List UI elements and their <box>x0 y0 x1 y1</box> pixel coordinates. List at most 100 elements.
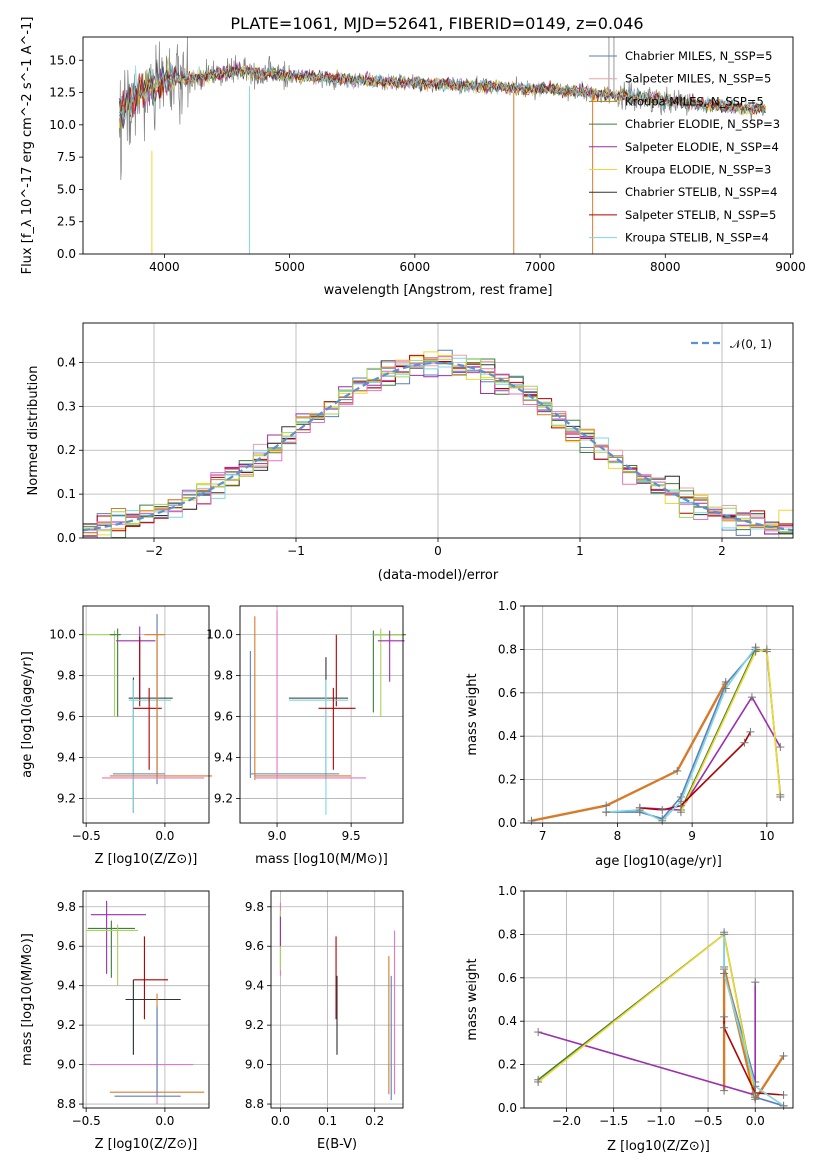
spectrum-title: PLATE=1061, MJD=52641, FIBERID=0149, z=0… <box>230 14 643 33</box>
x-tick-label: 9000 <box>775 260 806 274</box>
y-tick-label: 9.0 <box>57 1058 76 1072</box>
y-tick-label: 0.4 <box>498 1014 517 1028</box>
weight-series-line <box>537 932 756 1096</box>
y-tick-label: 0.2 <box>498 1058 517 1072</box>
y-tick-label: 0.8 <box>498 927 517 941</box>
spectrum-panel: 4000 5000 6000 7000 8000 9000 0.0 2.5 5.0 7.5 10.0… <box>20 17 806 298</box>
y-tick-label: 5.0 <box>57 182 76 196</box>
x-tick-label: 9.0 <box>267 829 286 843</box>
legend-label: Chabrier ELODIE, N_SSP=3 <box>625 117 780 131</box>
weight-series-line <box>537 932 756 1098</box>
hist-lines <box>83 349 793 538</box>
x-tick-label: 0.0 <box>746 1114 765 1128</box>
x-tick-label: 9 <box>688 829 696 843</box>
x-tick-label: 6000 <box>400 260 431 274</box>
y-tick-label: 8.8 <box>57 1097 76 1111</box>
y-tick-label: 0.2 <box>57 443 76 457</box>
weight-series-line <box>606 646 757 822</box>
y-axis-label: mass weight <box>465 958 480 1040</box>
y-axis-label: mass [log10(M/M⊙)] <box>20 933 35 1066</box>
model-spectrum <box>119 61 766 126</box>
x-tick-label: −2.0 <box>552 1114 581 1128</box>
legend-label: Chabrier MILES, N_SSP=5 <box>625 49 772 63</box>
weight-series-line <box>537 982 756 1097</box>
y-tick-label: 0.0 <box>57 247 76 261</box>
y-tick-label: 10.0 <box>206 628 233 642</box>
y-tick-label: 0.6 <box>498 971 517 985</box>
y-tick-label: 9.8 <box>214 669 233 683</box>
x-tick-label: 5000 <box>274 260 305 274</box>
x-axis-label: Z [log10(Z/Z⊙)] <box>607 1139 710 1154</box>
x-tick-label: −2 <box>145 544 163 558</box>
y-tick-label: 9.4 <box>57 979 76 993</box>
weight-series-line <box>639 695 781 811</box>
x-tick-label: 0.1 <box>318 1114 337 1128</box>
y-tick-label: 15.0 <box>49 53 76 67</box>
x-tick-label: 0.2 <box>365 1114 384 1128</box>
y-tick-label: 1.0 <box>498 599 517 613</box>
x-tick-label: −0.5 <box>72 829 101 843</box>
y-tick-label: 2.5 <box>57 215 76 229</box>
x-tick-label: 0.0 <box>271 1114 290 1128</box>
x-axis-label: (data-model)/error <box>378 568 499 583</box>
y-tick-label: 9.6 <box>57 939 76 953</box>
x-tick-label: 9.5 <box>342 829 361 843</box>
mass-weight-vs-age-panel: 7 8 9 10 0.0 0.2 0.4 0.6 0.8 1.0 age [log10(age/yr… <box>465 599 794 869</box>
y-tick-label: 10.0 <box>49 118 76 132</box>
x-tick-label: 7 <box>539 829 547 843</box>
mass-weight-vs-z-panel: −2.0 −1.5 −1.0 −0.5 0.0 0.0 0.2 0.4 0.6 0.8 1.0 Z [… <box>465 884 794 1154</box>
y-tick-label: 0.8 <box>498 642 517 656</box>
weight-series-line <box>680 648 782 813</box>
normal-reference-curve <box>83 361 793 532</box>
x-tick-label: −0.5 <box>72 1114 101 1128</box>
x-tick-label: −1.0 <box>646 1114 675 1128</box>
axes-frame <box>270 890 404 1109</box>
y-tick-label: 0.6 <box>498 686 517 700</box>
weight-series-line <box>723 932 785 1107</box>
legend-label: Salpeter MILES, N_SSP=5 <box>625 72 771 86</box>
age-vs-z-panel: −0.5 0.0 9.2 9.4 9.6 9.8 10.0 Z [log10(Z/Z⊙)] ag… <box>20 605 213 867</box>
x-axis-label: mass [log10(M/M⊙)] <box>255 852 388 867</box>
mass-vs-ebv-panel: 0.0 0.1 0.2 8.8 9.0 9.2 9.4 9.6 9.8 E(B-V) <box>245 890 404 1152</box>
y-tick-label: 9.6 <box>57 710 76 724</box>
y-tick-label: 0.4 <box>498 729 517 743</box>
axes-frame <box>82 605 210 824</box>
age-vs-mass-panel: 9.0 9.5 9.2 9.4 9.6 9.8 10.0 mass [log10(M/M⊙)] <box>206 605 406 867</box>
legend-label: Salpeter STELIB, N_SSP=5 <box>625 208 776 222</box>
legend-label: Kroupa MILES, N_SSP=5 <box>625 94 764 108</box>
y-tick-label: 1.0 <box>498 884 517 898</box>
y-tick-label: 9.8 <box>57 900 76 914</box>
weight-series-line <box>639 731 752 811</box>
y-axis-label: Flux [f_λ 10^-17 erg cm^-2 s^-1 A^-1] <box>20 17 35 275</box>
y-tick-label: 0.3 <box>57 399 76 413</box>
model-spectrum <box>119 64 766 118</box>
x-tick-label: −0.5 <box>693 1114 722 1128</box>
mass-vs-z-panel: −0.5 0.0 8.8 9.0 9.2 9.4 9.6 9.8 Z [log10(Z/Z⊙)]… <box>20 890 210 1152</box>
spectrum-lines <box>118 37 766 254</box>
x-axis-label: age [log10(age/yr)] <box>595 854 722 869</box>
x-tick-label: 10 <box>759 829 774 843</box>
x-tick-label: −1.5 <box>599 1114 628 1128</box>
histogram-panel: −2 −1 0 1 2 0.0 0.1 0.2 0.3 0.4 (data-model)/error… <box>26 322 794 583</box>
x-axis-label: Z [log10(Z/Z⊙)] <box>95 1137 198 1152</box>
weight-series-line <box>723 1016 784 1096</box>
y-tick-label: 9.2 <box>57 791 76 805</box>
y-tick-label: 12.5 <box>49 86 76 100</box>
axes-frame <box>523 890 794 1109</box>
y-tick-label: 0.0 <box>498 1101 517 1115</box>
legend-label: Chabrier STELIB, N_SSP=4 <box>625 185 777 199</box>
y-tick-label: 0.0 <box>498 816 517 830</box>
y-tick-label: 10.0 <box>49 628 76 642</box>
legend-label: Kroupa ELODIE, N_SSP=3 <box>625 163 771 177</box>
legend-label: 𝒩(0, 1) <box>730 337 772 351</box>
model-spectrum <box>118 57 766 116</box>
histogram-step <box>83 351 793 536</box>
y-tick-label: 9.6 <box>245 939 264 953</box>
y-tick-label: 9.4 <box>214 750 233 764</box>
model-spectrum <box>118 64 766 120</box>
y-tick-label: 9.0 <box>245 1058 264 1072</box>
axes-frame <box>82 890 210 1109</box>
y-tick-label: 0.0 <box>57 531 76 545</box>
legend-label: Salpeter ELODIE, N_SSP=4 <box>625 140 779 154</box>
